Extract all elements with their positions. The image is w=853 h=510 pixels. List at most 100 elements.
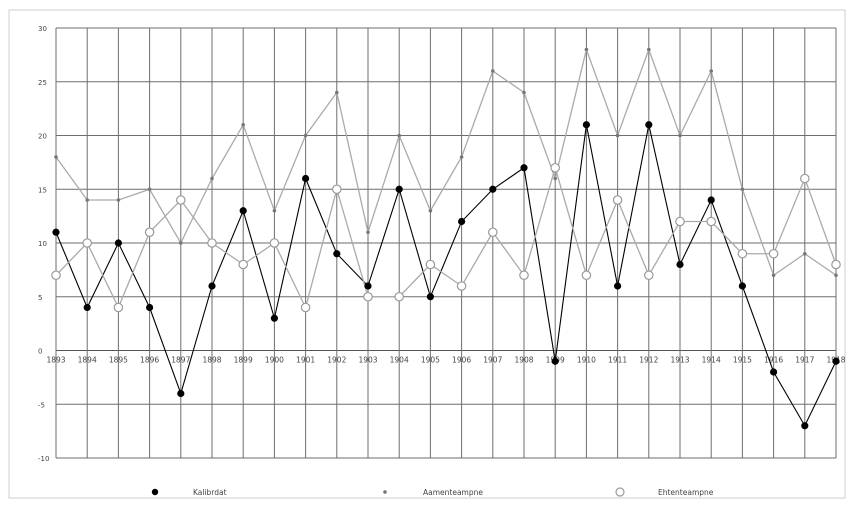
- data-point-series-3: [799, 173, 810, 184]
- data-point-series-1: [489, 185, 497, 193]
- legend-marker-3: [615, 487, 625, 497]
- data-point-series-1: [208, 282, 216, 290]
- data-point-series-1: [239, 207, 247, 215]
- data-point-series-1: [83, 303, 91, 312]
- data-point-series-3: [768, 248, 779, 259]
- y-tick-label: 0: [38, 348, 42, 356]
- data-point-series-1: [333, 250, 341, 258]
- x-tick-label: 1910: [577, 356, 596, 365]
- data-point-series-3: [176, 195, 186, 205]
- data-point-series-1: [614, 282, 622, 290]
- data-point-series-2: [491, 69, 495, 73]
- data-point-series-2: [210, 176, 214, 181]
- series-line-2: [55, 47, 837, 277]
- data-point-series-3: [643, 270, 654, 281]
- x-tick-label: 1903: [358, 356, 377, 365]
- x-tick-label: 1905: [421, 356, 440, 365]
- x-tick-label: 1916: [764, 356, 783, 365]
- x-tick-label: 1914: [702, 356, 721, 365]
- data-point-series-1: [551, 357, 559, 365]
- data-point-series-1: [302, 174, 310, 183]
- y-tick-label: 10: [38, 240, 47, 248]
- data-point-series-2: [553, 176, 557, 181]
- y-tick-label: 15: [38, 186, 47, 194]
- data-point-series-2: [709, 69, 713, 73]
- data-point-series-3: [487, 227, 498, 238]
- x-tick-label: 1906: [452, 356, 471, 365]
- data-point-series-2: [522, 90, 526, 95]
- data-point-series-1: [270, 314, 278, 322]
- y-tick-label: -5: [38, 401, 45, 409]
- legend-marker-1: [151, 488, 159, 496]
- data-point-series-3: [269, 238, 280, 248]
- data-point-series-3: [331, 184, 342, 195]
- data-point-series-3: [144, 227, 155, 238]
- data-point-series-1: [146, 303, 154, 312]
- x-tick-label: 1899: [234, 356, 253, 365]
- chart-border: [8, 9, 846, 499]
- data-point-series-2: [771, 273, 776, 278]
- data-point-series-2: [54, 155, 58, 159]
- legend-label: Ehtenteampne: [658, 488, 714, 497]
- data-point-series-3: [706, 216, 716, 227]
- data-point-series-3: [675, 216, 685, 227]
- data-point-series-3: [581, 270, 592, 281]
- data-point-series-1: [520, 164, 528, 172]
- x-tick-label: 1896: [140, 356, 159, 365]
- legend-label: Kalibrdat: [193, 488, 227, 497]
- legend: Kalibrdat Aamenteampne Ehtenteampne: [151, 487, 714, 497]
- data-point-series-3: [394, 291, 404, 302]
- x-tick-label: 1893: [46, 356, 65, 365]
- x-tick-label: 1904: [390, 356, 409, 365]
- data-point-series-1: [707, 196, 715, 204]
- data-point-series-2: [584, 47, 589, 52]
- data-point-series-1: [676, 260, 684, 269]
- x-tick-label: 1915: [733, 356, 752, 365]
- data-point-series-3: [207, 238, 217, 248]
- x-tick-label: 1917: [795, 356, 814, 365]
- data-point-series-1: [582, 121, 591, 129]
- x-tick-label: 1895: [109, 356, 128, 365]
- data-point-series-3: [612, 195, 623, 205]
- data-point-series-2: [459, 155, 464, 159]
- data-point-series-1: [426, 293, 434, 301]
- data-point-series-3: [831, 259, 841, 270]
- data-point-series-2: [179, 241, 183, 245]
- x-tick-label: 1900: [265, 356, 284, 365]
- data-point-series-1: [114, 239, 122, 247]
- data-point-series-1: [801, 422, 809, 430]
- data-point-series-1: [738, 282, 747, 290]
- data-point-series-2: [397, 133, 402, 138]
- data-point-series-2: [366, 230, 370, 235]
- legend-label: Aamenteampne: [423, 488, 483, 497]
- data-point-series-2: [615, 133, 620, 138]
- data-point-series-1: [645, 121, 653, 129]
- data-point-series-3: [425, 259, 436, 270]
- data-point-series-1: [364, 282, 372, 290]
- data-point-series-1: [458, 217, 466, 226]
- data-point-series-2: [740, 187, 745, 192]
- data-point-series-2: [147, 187, 152, 192]
- y-tick-label: 20: [38, 133, 47, 141]
- data-point-series-2: [803, 251, 807, 256]
- x-tick-label: 1902: [327, 356, 346, 365]
- data-point-series-3: [300, 302, 311, 313]
- series-line-3: [55, 165, 837, 310]
- y-tick-label: 25: [38, 79, 47, 87]
- data-point-series-3: [363, 291, 373, 302]
- x-tick-label: 1901: [296, 356, 315, 365]
- y-tick-label: -10: [38, 455, 49, 463]
- data-point-series-2: [335, 90, 339, 95]
- y-tick-label: 5: [38, 294, 42, 302]
- data-point-series-3: [519, 270, 529, 281]
- data-point-series-2: [116, 198, 121, 202]
- legend-marker-2: [383, 490, 387, 494]
- data-point-series-2: [428, 208, 433, 213]
- data-point-series-3: [113, 302, 124, 313]
- data-point-series-2: [647, 47, 651, 52]
- data-point-series-2: [241, 122, 245, 127]
- x-tick-label: 1913: [670, 356, 689, 365]
- data-point-series-3: [238, 259, 248, 270]
